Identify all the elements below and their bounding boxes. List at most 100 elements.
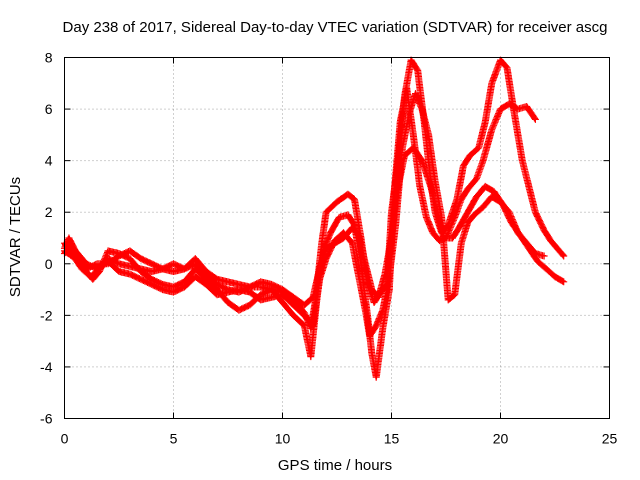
plus-marker-segment <box>444 292 458 304</box>
x-tick-label: 10 <box>275 431 291 447</box>
plus-marker-segment <box>418 105 432 137</box>
plus-marker-segment <box>331 235 346 247</box>
plus-marker-segment <box>279 299 296 318</box>
plus-marker-segment <box>455 210 471 232</box>
plus-marker-segment <box>422 213 436 235</box>
x-tick-label: 5 <box>170 431 178 447</box>
y-tick-label: -2 <box>40 307 53 323</box>
plus-marker-segment <box>518 157 532 189</box>
plus-marker-segment <box>191 260 209 279</box>
plus-marker-segment <box>191 255 209 274</box>
plus-marker-segment <box>268 280 285 293</box>
plus-marker-segment <box>409 144 425 163</box>
plus-marker-segment <box>516 231 532 251</box>
plus-marker-segment <box>289 301 307 318</box>
grid <box>64 57 610 419</box>
y-axis-label: SDTVAR / TECUs <box>7 177 24 297</box>
plus-marker-segment <box>361 260 375 292</box>
plus-marker-segment <box>289 311 307 329</box>
y-tick-label: -4 <box>40 359 53 375</box>
plus-marker-segment <box>466 145 482 159</box>
plus-marker-segment <box>344 211 358 228</box>
plus-marker-segment <box>372 308 386 330</box>
plus-marker-segment <box>202 268 220 282</box>
plus-marker-segment <box>412 90 425 112</box>
plus-marker-segment <box>235 302 252 314</box>
plus-marker-segment <box>425 131 439 184</box>
plus-marker-segment <box>366 323 379 340</box>
plus-marker-segment <box>148 280 165 293</box>
y-tick-label: 8 <box>45 50 53 66</box>
x-tick-label: 25 <box>602 431 618 447</box>
plus-marker-segment <box>416 182 430 220</box>
plus-marker-segment <box>449 225 462 242</box>
plus-marker-segment <box>372 326 387 381</box>
y-tick-label: 4 <box>45 153 53 169</box>
plus-marker-segment <box>327 215 342 237</box>
plus-marker-segment <box>104 253 122 268</box>
plus-marker-segment <box>427 182 441 215</box>
y-tick-label: 0 <box>45 256 53 272</box>
plus-marker-segment <box>379 274 393 314</box>
plus-marker-segment <box>407 56 421 73</box>
plus-marker-segment <box>464 194 480 216</box>
plus-marker-segment <box>180 266 198 286</box>
plus-marker-segment <box>547 237 560 251</box>
plus-marker-segment <box>475 120 489 152</box>
plus-marker-segment <box>87 266 102 281</box>
plus-marker-segment <box>525 182 539 215</box>
plus-marker-segment <box>464 212 477 226</box>
plus-marker-segment <box>418 157 434 189</box>
plus-marker-segment <box>457 186 471 203</box>
plus-marker-segment <box>481 81 495 126</box>
plus-marker-segment <box>470 204 486 219</box>
y-tick-label: -6 <box>40 411 53 427</box>
plus-marker-segment <box>202 280 220 298</box>
plus-marker-segment <box>510 105 526 163</box>
plus-marker-segment <box>381 236 395 278</box>
plus-marker-segment <box>202 273 220 288</box>
plus-marker-segment <box>473 158 486 183</box>
plus-marker-segment <box>534 257 549 272</box>
plus-marker-segment <box>126 255 144 274</box>
plus-marker-segment <box>318 210 330 247</box>
plus-marker-segment <box>540 226 554 243</box>
plus-marker-segment <box>398 112 413 152</box>
x-tick-label: 0 <box>61 431 69 447</box>
plus-marker-segment <box>374 272 389 301</box>
plus-marker-segment <box>348 224 362 238</box>
plus-marker-segment <box>523 103 539 123</box>
plus-marker-segment <box>525 244 541 264</box>
plus-marker-segment <box>300 294 316 309</box>
plus-marker-segment <box>388 184 402 242</box>
plus-marker-segment <box>451 241 465 299</box>
plus-marker-segment <box>191 273 209 288</box>
plus-marker-segment <box>355 231 369 266</box>
chart-title: Day 238 of 2017, Sidereal Day-to-day VTE… <box>63 19 608 36</box>
plus-marker-segment <box>180 274 198 291</box>
plus-marker-segment <box>322 240 338 252</box>
plus-marker-segment <box>355 273 369 313</box>
plus-marker-segment <box>279 291 296 308</box>
plus-marker-segment <box>481 182 497 195</box>
plus-marker-segment <box>488 58 504 87</box>
plus-marker-segment <box>499 201 515 225</box>
plus-marker-segment <box>451 197 465 221</box>
plus-marker-segment <box>348 239 362 279</box>
plus-marker-segment <box>453 163 467 203</box>
plot-area <box>61 56 568 381</box>
plus-marker-segment <box>553 244 568 260</box>
plus-marker-segment <box>309 266 323 301</box>
x-axis-label: GPS time / hours <box>278 457 392 474</box>
plot-frame <box>64 57 610 419</box>
y-tick-label: 6 <box>45 101 53 117</box>
plus-marker-segment <box>433 208 447 240</box>
plus-marker-segment <box>213 280 231 293</box>
x-tick-label: 15 <box>384 431 400 447</box>
plus-marker-segment <box>531 208 547 233</box>
plus-marker-segment <box>542 265 558 280</box>
plus-marker-segment <box>322 199 340 216</box>
plus-marker-segment <box>126 270 143 283</box>
plus-marker-segment <box>137 255 154 267</box>
